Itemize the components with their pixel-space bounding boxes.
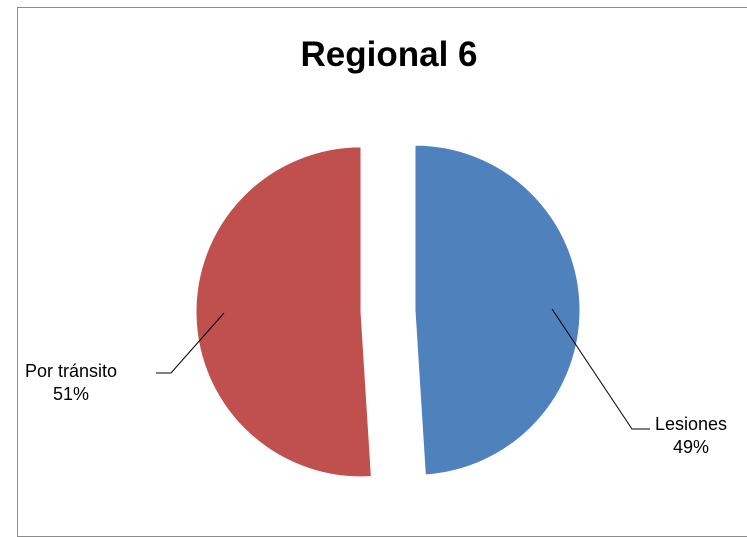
chart-area <box>17 7 747 537</box>
pie-slice-lesiones <box>414 144 581 476</box>
pie-slice-por-transito <box>195 146 372 478</box>
data-label-por-transito: Por tránsito 51% <box>25 360 117 406</box>
pie-chart <box>156 144 650 478</box>
data-label-por-transito-percent: 51% <box>53 384 90 404</box>
leader-line-lesiones <box>551 308 650 430</box>
leader-line-por-transito <box>156 312 225 374</box>
chart-title: Regional 6 <box>300 35 478 74</box>
data-label-lesiones: Lesiones 49% <box>655 413 727 459</box>
data-label-lesiones-name: Lesiones <box>655 414 728 434</box>
data-label-lesiones-percent: 49% <box>673 437 710 457</box>
data-label-por-transito-name: Por tránsito <box>25 361 118 381</box>
